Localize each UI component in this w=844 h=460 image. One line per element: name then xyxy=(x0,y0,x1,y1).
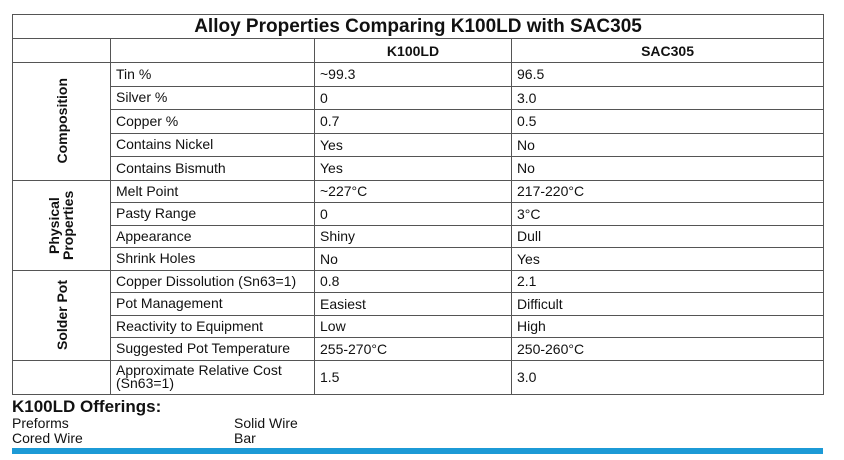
offerings-list: Preforms Cored Wire Solid Wire Bar xyxy=(12,416,354,446)
value-cell: 0.8 xyxy=(314,269,512,293)
property-cell: Appearance xyxy=(110,224,315,248)
group-label: Composition xyxy=(53,78,70,165)
table-body: Composition Tin % ~99.3 96.5 Silver % 0 3.0 Cop… xyxy=(12,62,825,395)
group-label: Solder Pot xyxy=(53,279,70,350)
property-cell: Reactivity to Equipment xyxy=(110,314,315,338)
empty-cell xyxy=(12,359,111,395)
column-header: SAC305 xyxy=(510,38,825,63)
properties-table: Alloy Properties Comparing K100LD with S… xyxy=(11,14,825,395)
value-cell: 3.0 xyxy=(510,359,825,395)
group-cell: Composition xyxy=(12,62,111,181)
value-cell: No xyxy=(510,156,825,181)
value-cell: Low xyxy=(314,314,512,338)
header-row: K100LD SAC305 xyxy=(12,38,825,63)
value-cell: 1.5 xyxy=(314,359,512,395)
group-cell: Physical Properties xyxy=(12,179,111,271)
property-cell: Contains Nickel xyxy=(110,132,315,157)
title-row: Alloy Properties Comparing K100LD with S… xyxy=(11,14,825,39)
group-label: Physical Properties xyxy=(45,190,76,260)
value-cell: Shiny xyxy=(314,224,512,248)
empty-header xyxy=(110,38,315,63)
value-cell: Yes xyxy=(314,156,512,181)
property-cell: Approximate Relative Cost (Sn63=1) xyxy=(110,359,315,395)
value-cell: ~227°C xyxy=(314,179,512,203)
value-cell: High xyxy=(510,314,825,338)
value-cell: Dull xyxy=(510,224,825,248)
value-cell: 250-260°C xyxy=(510,337,825,361)
property-cell: Suggested Pot Temperature xyxy=(110,337,315,361)
value-cell: 0 xyxy=(314,85,512,110)
table-row: Reactivity to Equipment Low High xyxy=(13,314,825,338)
offering-item: Cored Wire xyxy=(12,430,83,446)
value-cell: 3.0 xyxy=(510,85,825,110)
value-cell: 2.1 xyxy=(510,269,825,293)
table-row: Pasty Range 0 3°C xyxy=(13,202,825,226)
value-cell: 96.5 xyxy=(510,62,825,87)
value-cell: 217-220°C xyxy=(510,179,825,203)
table-row: Shrink Holes No Yes xyxy=(13,247,825,271)
value-cell: No xyxy=(314,247,512,271)
table-row: Copper % 0.7 0.5 xyxy=(13,109,825,134)
value-cell: ~99.3 xyxy=(314,62,512,87)
property-cell: Contains Bismuth xyxy=(110,156,315,181)
property-cell: Copper % xyxy=(110,109,315,134)
offering-item: Solid Wire xyxy=(234,415,298,431)
table-row: Composition Tin % ~99.3 96.5 xyxy=(12,62,825,181)
table-row: Suggested Pot Temperature 255-270°C 250-26… xyxy=(13,337,825,361)
property-cell: Copper Dissolution (Sn63=1) xyxy=(110,269,315,293)
table-row: Silver % 0 3.0 xyxy=(13,85,825,110)
offering-item: Bar xyxy=(234,430,256,446)
value-cell: No xyxy=(510,132,825,157)
table-row: Contains Nickel Yes No xyxy=(13,132,825,157)
property-cell: Pot Management xyxy=(110,292,315,316)
table-row: Appearance Shiny Dull xyxy=(13,224,825,248)
value-cell: Yes xyxy=(314,132,512,157)
property-cell: Pasty Range xyxy=(110,202,315,226)
column-header: K100LD xyxy=(314,38,512,63)
offering-item: Preforms xyxy=(12,415,69,431)
table-title: Alloy Properties Comparing K100LD with S… xyxy=(11,14,825,39)
value-cell: 0.5 xyxy=(510,109,825,134)
value-cell: 255-270°C xyxy=(314,337,512,361)
property-cell: Shrink Holes xyxy=(110,247,315,271)
table-row: Solder Pot Copper Dissolution (Sn63=1) 0.8… xyxy=(12,269,825,361)
value-cell: 0 xyxy=(314,202,512,226)
value-cell: 3°C xyxy=(510,202,825,226)
offerings: K100LD Offerings: Preforms Cored Wire Soli… xyxy=(12,398,354,446)
value-cell: 0.7 xyxy=(314,109,512,134)
value-cell: Difficult xyxy=(510,292,825,316)
table-row: Physical Properties Melt Point ~227°C 217-2… xyxy=(12,179,825,271)
accent-bar xyxy=(12,448,823,454)
table-row: Contains Bismuth Yes No xyxy=(13,156,825,181)
empty-header xyxy=(12,38,111,63)
property-cell: Silver % xyxy=(110,85,315,110)
property-cell: Melt Point xyxy=(110,179,315,203)
offerings-title: K100LD Offerings: xyxy=(12,397,162,416)
group-cell: Solder Pot xyxy=(12,269,111,361)
table-row: Pot Management Easiest Difficult xyxy=(13,292,825,316)
property-cell: Tin % xyxy=(110,62,315,87)
value-cell: Yes xyxy=(510,247,825,271)
value-cell: Easiest xyxy=(314,292,512,316)
table-row: Approximate Relative Cost (Sn63=1) 1.5 3.0 xyxy=(12,359,825,395)
